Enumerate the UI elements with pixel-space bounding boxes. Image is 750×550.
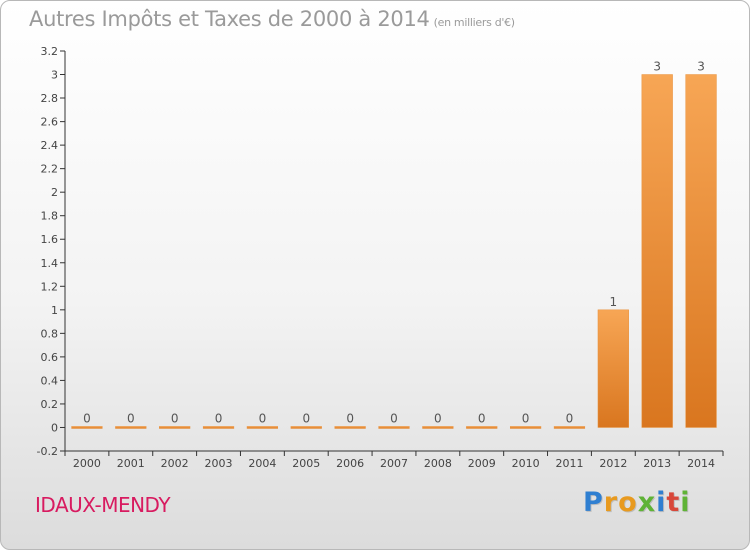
y-tick-label: 1.2	[41, 280, 59, 293]
chart-subtitle: (en milliers d'€)	[433, 16, 515, 29]
y-tick-label: -0.2	[37, 445, 58, 458]
bar	[290, 426, 322, 429]
y-tick-label: 0	[51, 421, 58, 434]
logo-letter: t	[666, 487, 681, 518]
y-tick-label: 2.6	[41, 116, 59, 129]
chart-title: Autres Impôts et Taxes de 2000 à 2014 (en…	[29, 7, 515, 31]
x-tick-label: 2002	[161, 457, 189, 470]
data-label: 0	[302, 411, 310, 425]
data-label: 0	[390, 411, 398, 425]
data-label: 0	[434, 411, 442, 425]
bar	[246, 426, 279, 429]
y-tick-label: 2	[51, 186, 58, 199]
proxiti-logo: Proxiti	[583, 487, 691, 518]
data-label: 0	[259, 411, 267, 425]
x-tick-label: 2009	[468, 457, 496, 470]
x-tick-label: 2012	[599, 457, 627, 470]
bar	[378, 426, 410, 429]
x-tick-label: 2014	[687, 457, 715, 470]
data-label: 0	[127, 411, 135, 425]
x-tick-label: 2013	[643, 457, 671, 470]
y-tick-label: 2.4	[41, 139, 59, 152]
bar	[334, 426, 366, 429]
x-tick-label: 2001	[117, 457, 145, 470]
y-tick-label: 1.4	[41, 257, 59, 270]
bar	[466, 426, 498, 429]
logo-letter: i	[656, 487, 667, 518]
x-tick-label: 2000	[73, 457, 101, 470]
x-tick-label: 2011	[555, 457, 583, 470]
logo-letter: o	[618, 487, 638, 518]
data-label: 3	[697, 60, 705, 74]
data-label: 0	[522, 411, 530, 425]
y-tick-label: 2.8	[41, 92, 59, 105]
logo-letter: r	[603, 487, 619, 518]
x-tick-label: 2006	[336, 457, 364, 470]
y-tick-label: 0.2	[41, 398, 59, 411]
data-label: 1	[610, 295, 618, 309]
bar	[553, 426, 586, 429]
y-tick-label: 3	[51, 69, 58, 82]
y-tick-label: 1	[51, 304, 58, 317]
y-tick-label: 1.8	[41, 210, 59, 223]
bar	[115, 426, 147, 429]
x-tick-label: 2008	[424, 457, 452, 470]
data-label: 0	[566, 411, 574, 425]
bar	[685, 74, 717, 428]
x-tick-label: 2005	[292, 457, 320, 470]
chart-title-main: Autres Impôts et Taxes de 2000 à 2014	[29, 7, 430, 31]
x-tick-label: 2010	[512, 457, 540, 470]
bar	[71, 426, 103, 429]
y-tick-label: 0.4	[41, 374, 59, 387]
data-label: 0	[215, 411, 223, 425]
x-tick-label: 2007	[380, 457, 408, 470]
bar	[509, 426, 542, 429]
commune-name: IDAUX-MENDY	[35, 493, 171, 517]
data-label: 3	[653, 60, 661, 74]
data-label: 0	[171, 411, 179, 425]
y-tick-label: 0.6	[41, 351, 59, 364]
y-tick-label: 3.2	[41, 45, 59, 58]
y-tick-label: 1.6	[41, 233, 59, 246]
logo-letter: P	[583, 487, 604, 518]
logo-letter: x	[637, 487, 657, 518]
bar	[202, 426, 235, 429]
logo-letter: i	[680, 487, 691, 518]
y-tick-label: 2.2	[41, 163, 59, 176]
x-tick-label: 2004	[248, 457, 276, 470]
data-label: 0	[346, 411, 354, 425]
bar	[422, 426, 454, 429]
data-label: 0	[83, 411, 91, 425]
data-label: 0	[478, 411, 486, 425]
bar	[641, 74, 673, 428]
x-tick-label: 2003	[205, 457, 233, 470]
bar	[159, 426, 191, 429]
bar	[597, 309, 629, 428]
y-tick-label: 0.8	[41, 327, 59, 340]
